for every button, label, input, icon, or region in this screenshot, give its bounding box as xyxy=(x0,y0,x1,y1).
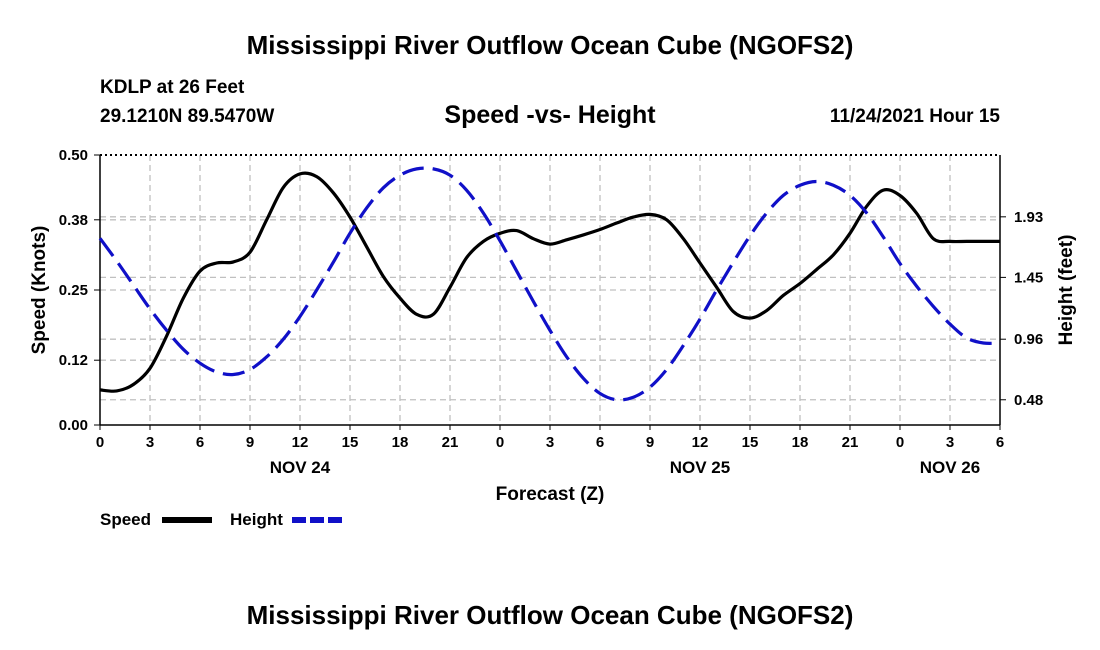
x-tick-label: 9 xyxy=(246,434,254,451)
x-tick-label: 6 xyxy=(996,434,1004,451)
y2-tick-label: 1.45 xyxy=(1014,269,1043,286)
speed-height-chart: 0 3 6 9 12 15 18 21 0 3 6 9 12 15 18 21 0 3 6 0.00 0.12 0.25 0… xyxy=(29,147,1077,505)
legend-height-swatch xyxy=(292,517,342,523)
x-tick-label: 21 xyxy=(842,434,859,451)
y-tick-label: 0.38 xyxy=(59,212,88,229)
x-tick-label: 18 xyxy=(792,434,809,451)
chart-subtitle: Speed -vs- Height xyxy=(444,101,656,129)
y-axis-title: Speed (Knots) xyxy=(29,226,50,355)
y2-tick-label: 0.96 xyxy=(1014,331,1043,348)
legend-speed-swatch xyxy=(162,517,212,523)
y2-tick-label: 0.48 xyxy=(1014,392,1043,409)
footer-title: Mississippi River Outflow Ocean Cube (NG… xyxy=(246,600,854,630)
x-tick-label: 12 xyxy=(692,434,709,451)
chart-title: Mississippi River Outflow Ocean Cube (NG… xyxy=(246,30,854,60)
y2-axis-title: Height (feet) xyxy=(1056,235,1077,346)
x-day-label: NOV 26 xyxy=(920,458,980,477)
x-tick-label: 6 xyxy=(196,434,204,451)
y-tick-label: 0.50 xyxy=(59,147,88,164)
x-tick-label: 3 xyxy=(146,434,154,451)
x-tick-label: 3 xyxy=(946,434,954,451)
height-series-line xyxy=(98,166,1001,402)
forecast-datetime: 11/24/2021 Hour 15 xyxy=(829,106,1000,127)
x-day-label: NOV 24 xyxy=(270,458,331,477)
x-tick-label: 6 xyxy=(596,434,604,451)
x-tick-label: 15 xyxy=(342,434,359,451)
y-tick-label: 0.12 xyxy=(59,352,88,369)
x-tick-label: 15 xyxy=(742,434,759,451)
legend-height-label: Height xyxy=(230,510,283,529)
speed-series-line xyxy=(99,171,1000,393)
x-tick-label: 3 xyxy=(546,434,554,451)
x-tick-label: 0 xyxy=(496,434,504,451)
legend-speed-label: Speed xyxy=(100,510,152,529)
station-label: KDLP at 26 Feet xyxy=(100,77,245,98)
x-tick-label: 18 xyxy=(392,434,409,451)
x-axis-title: Forecast (Z) xyxy=(496,484,605,505)
x-tick-label: 12 xyxy=(292,434,309,451)
y2-tick-label: 1.93 xyxy=(1014,209,1043,226)
x-tick-label: 0 xyxy=(96,434,104,451)
x-tick-label: 9 xyxy=(646,434,654,451)
x-tick-label: 0 xyxy=(896,434,904,451)
y-tick-label: 0.25 xyxy=(59,282,88,299)
x-day-label: NOV 25 xyxy=(670,458,730,477)
y-tick-label: 0.00 xyxy=(59,417,88,434)
x-tick-label: 21 xyxy=(442,434,459,451)
station-coordinates: 29.1210N 89.5470W xyxy=(100,106,275,127)
